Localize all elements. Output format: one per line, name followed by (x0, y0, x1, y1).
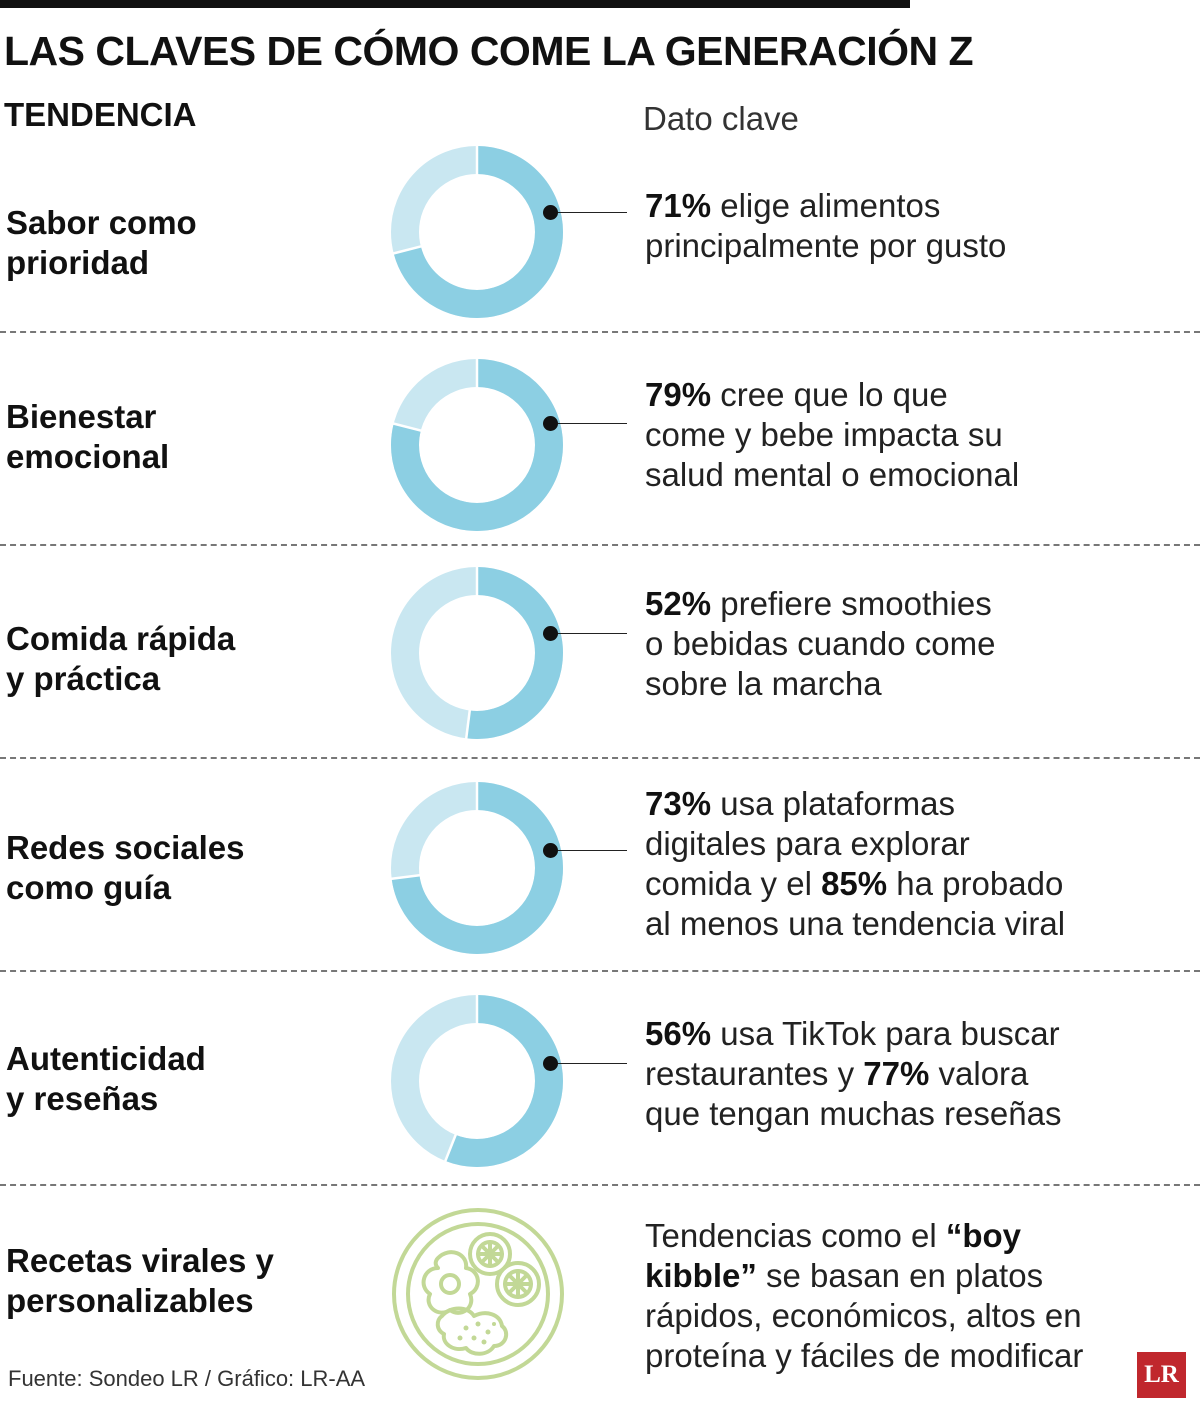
row-divider (0, 1184, 1200, 1186)
row-divider (0, 544, 1200, 546)
donut-end-gap (464, 709, 472, 740)
connector-dot (543, 843, 558, 858)
donut-chart (391, 145, 563, 318)
fact-percentage: 77% (863, 1055, 930, 1092)
donut-end-gap (392, 244, 423, 255)
fact-percentage: 71% (645, 187, 712, 224)
column-header-trend: TENDENCIA (4, 96, 197, 133)
donut-end-gap (443, 1133, 458, 1163)
row-divider (0, 757, 1200, 759)
connector-line (549, 633, 627, 634)
key-fact: 56% usa TikTok para buscar restaurantes … (645, 1015, 1062, 1132)
key-fact: 79% cree que lo que come y bebe impacta … (645, 376, 1020, 493)
connector-dot (543, 416, 558, 431)
donut-end-gap (392, 422, 423, 433)
key-fact: 52% prefiere smoothies o bebidas cuando … (645, 585, 996, 702)
food-bowl-icon (392, 1208, 564, 1380)
fact-percentage: 52% (645, 585, 712, 622)
connector-line (549, 1063, 627, 1064)
fact-highlight: “boy (945, 1217, 1022, 1254)
donut-chart (390, 781, 563, 954)
top-rule (0, 0, 910, 8)
fact-percentage: 73% (645, 785, 712, 822)
fact-percentage: 56% (645, 1015, 712, 1052)
key-fact: 71% elige alimentos principalmente por g… (645, 187, 1007, 264)
connector-line (549, 423, 627, 424)
trend-label: Sabor como prioridad (6, 204, 197, 281)
column-header-key-fact: Dato clave (643, 100, 799, 137)
key-fact: 73% usa plataformas digitales para explo… (645, 785, 1066, 942)
row-divider (0, 331, 1200, 333)
connector-line (549, 850, 627, 851)
key-fact: Tendencias como el “boy kibble” se basan… (645, 1217, 1084, 1374)
fact-percentage: 79% (645, 376, 712, 413)
source-note: Fuente: Sondeo LR / Gráfico: LR-AA (8, 1366, 366, 1391)
trend-label: Redes sociales como guía (6, 829, 245, 906)
trend-label: Comida rápida y práctica (6, 620, 236, 697)
page-title: LAS CLAVES DE CÓMO COME LA GENERACIÓN Z (4, 28, 974, 74)
fact-percentage: 85% (821, 865, 888, 902)
row-divider (0, 970, 1200, 972)
donut-chart (391, 566, 563, 740)
connector-dot (543, 626, 558, 641)
donut-chart (391, 994, 563, 1167)
connector-dot (543, 1056, 558, 1071)
connector-line (549, 212, 627, 213)
trend-label: Bienestar emocional (6, 398, 170, 475)
fact-highlight: kibble” (645, 1257, 757, 1294)
donut-chart (391, 358, 563, 531)
trend-label: Autenticidad y reseñas (6, 1040, 206, 1117)
connector-dot (543, 205, 558, 220)
donut-end-gap (390, 873, 421, 881)
lr-logo: LR (1137, 1352, 1186, 1398)
trend-label: Recetas virales y personalizables (6, 1242, 274, 1319)
